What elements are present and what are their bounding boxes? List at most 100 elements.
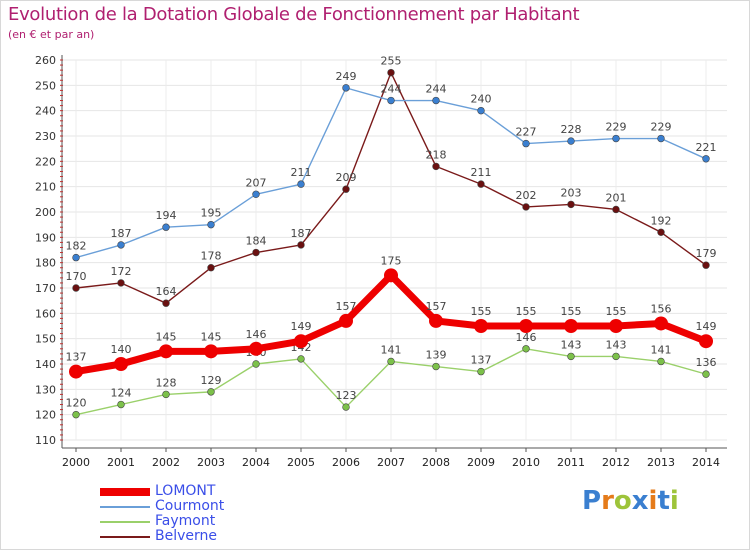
x-tick-label: 2011 [557,456,585,469]
y-tick-label: 210 [35,181,56,194]
data-label-lomont: 155 [471,305,492,318]
data-point-belverne [612,205,620,214]
data-point-belverne [702,261,710,269]
data-point-faymont [522,345,530,353]
data-point-lomont [249,341,263,356]
data-point-belverne [387,68,395,77]
y-tick-label: 250 [35,79,56,92]
data-label-faymont: 124 [111,387,132,400]
data-point-lomont [69,364,83,379]
x-tick-label: 2004 [242,456,270,469]
y-tick-label: 140 [35,358,56,371]
x-tick-label: 2002 [152,456,180,469]
x-tick-label: 2013 [647,456,675,469]
data-point-faymont [342,403,350,411]
data-point-faymont [657,357,665,366]
data-point-courmont [567,137,575,145]
data-label-belverne: 201 [606,191,627,204]
data-label-faymont: 129 [201,374,222,387]
y-tick-label: 130 [35,383,56,396]
data-point-courmont [72,253,80,262]
data-label-lomont: 156 [651,302,672,315]
data-label-belverne: 203 [561,186,582,199]
y-tick-label: 260 [35,54,56,67]
x-tick-label: 2003 [197,456,225,469]
data-point-courmont [477,106,485,115]
logo-letter: t [657,486,670,516]
data-label-courmont: 240 [471,93,492,106]
data-label-faymont: 141 [651,343,672,356]
data-point-lomont [204,344,218,359]
data-label-lomont: 157 [426,300,447,313]
data-label-courmont: 227 [516,126,537,139]
legend-item-faymont: Faymont [100,513,360,530]
data-point-belverne [117,279,125,287]
data-point-faymont [612,352,620,361]
data-label-faymont: 146 [516,331,537,344]
data-label-lomont: 137 [66,351,87,364]
data-label-courmont: 229 [651,121,672,134]
data-point-courmont [252,190,260,198]
y-tick-label: 240 [35,105,56,118]
x-tick-label: 2005 [287,456,315,469]
data-point-courmont [117,241,125,249]
y-tick-label: 230 [35,130,56,143]
data-label-belverne: 178 [201,250,222,263]
legend-label: Courmont [155,498,225,514]
data-point-belverne [567,200,575,209]
y-tick-label: 180 [35,257,56,270]
data-label-lomont: 157 [336,300,357,313]
y-tick-label: 120 [35,409,56,422]
data-point-faymont [252,360,260,368]
data-label-lomont: 155 [606,305,627,318]
data-point-belverne [297,241,305,249]
y-tick-label: 200 [35,206,56,219]
data-label-belverne: 211 [471,166,492,179]
data-label-courmont: 244 [426,83,447,96]
data-label-belverne: 218 [426,148,447,161]
data-label-faymont: 143 [561,338,582,351]
data-point-belverne [657,228,665,236]
logo-letter: x [631,486,649,516]
data-point-lomont [294,334,308,349]
data-point-belverne [162,299,170,307]
y-tick-label: 110 [35,434,56,447]
data-label-belverne: 179 [696,247,717,260]
data-point-lomont [429,313,443,328]
data-point-courmont [432,96,440,105]
data-point-faymont [162,390,170,399]
data-label-courmont: 221 [696,141,717,154]
data-point-lomont [384,268,398,283]
data-point-lomont [159,344,173,359]
data-label-lomont: 140 [111,343,132,356]
data-label-lomont: 145 [201,330,222,343]
data-point-lomont [654,316,668,331]
chart-subtitle: (en € et par an) [8,28,95,41]
logo-letter: P [582,486,602,516]
data-point-belverne [252,248,260,257]
data-label-belverne: 184 [246,235,267,248]
data-point-lomont [564,319,578,333]
data-point-courmont [657,134,665,143]
data-point-courmont [207,220,215,229]
data-label-courmont: 244 [381,83,402,96]
data-point-faymont [72,410,80,419]
data-point-belverne [522,203,530,211]
data-label-faymont: 120 [66,397,87,410]
data-point-belverne [477,180,485,188]
data-label-faymont: 141 [381,343,402,356]
logo-letter: i [669,486,679,516]
data-point-lomont [519,319,533,333]
proxiti-logo: Proxiti [582,486,679,516]
data-label-courmont: 195 [201,207,222,220]
data-label-courmont: 187 [111,227,132,240]
data-point-belverne [207,264,215,272]
legend-label: Belverne [155,528,218,544]
x-tick-label: 2001 [107,456,135,469]
data-point-faymont [567,352,575,361]
data-label-lomont: 149 [291,320,312,333]
data-label-lomont: 175 [381,254,402,267]
chart-title: Evolution de la Dotation Globale de Fonc… [8,4,580,25]
data-label-faymont: 123 [336,389,357,402]
